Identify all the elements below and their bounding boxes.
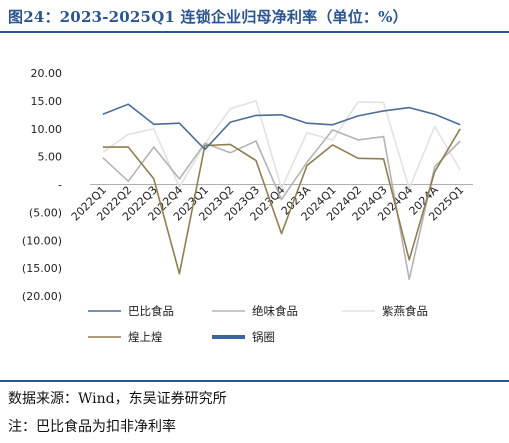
series-line-3 (102, 128, 461, 275)
y-tick-label: 15.00 (31, 95, 63, 108)
y-axis: 20.00 15.00 10.00 5.00 - (5.00) (10.00) (15.00)… (22, 67, 62, 303)
footer-rule (0, 380, 509, 382)
y-tick-label: (20.00) (22, 290, 62, 303)
y-tick-label: 20.00 (31, 67, 63, 80)
series-line-2 (102, 100, 461, 190)
note-text: 注：巴比食品为扣非净利率 (8, 419, 176, 435)
legend-label: 锅圈 (252, 330, 275, 344)
title-rule (0, 31, 509, 33)
legend-label: 绝味食品 (252, 304, 298, 318)
y-tick-label: (15.00) (22, 262, 62, 275)
series-line-0 (102, 103, 461, 151)
legend-label: 巴比食品 (128, 304, 174, 318)
y-tick-label: (5.00) (29, 206, 62, 219)
figure-title: 图24：2023-2025Q1 连锁企业归母净利率（单位：%） (8, 8, 408, 26)
y-tick-label: 10.00 (31, 123, 63, 136)
legend-label: 煌上煌 (128, 330, 163, 344)
series-layer (102, 100, 461, 281)
series-line-1 (102, 129, 461, 281)
source-text: 数据来源：Wind，东吴证券研究所 (8, 391, 227, 407)
y-tick-label: 5.00 (38, 151, 63, 164)
legend-label: 紫燕食品 (382, 304, 428, 318)
y-tick-label: - (58, 179, 62, 192)
y-tick-label: (10.00) (22, 234, 62, 247)
line-chart: 20.00 15.00 10.00 5.00 - (5.00) (10.00) (15.00)… (22, 67, 473, 344)
